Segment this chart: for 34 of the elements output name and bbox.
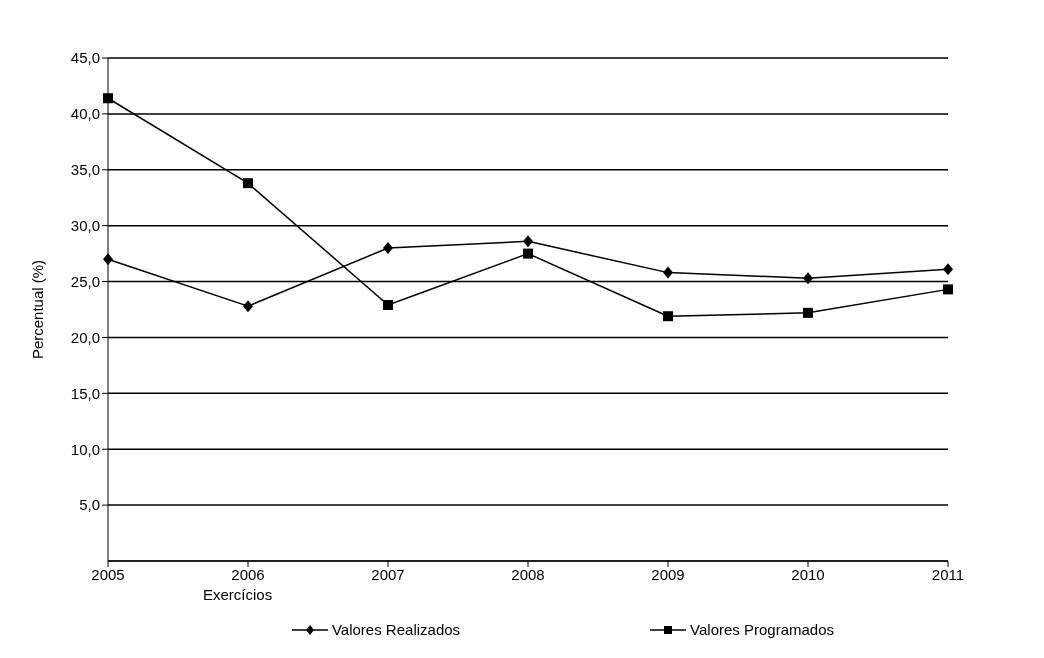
point (803, 307, 813, 318)
x-tick-label: 2007 (371, 565, 405, 583)
x-tick-label: 2009 (651, 565, 685, 583)
y-tick-label: 5,0 (79, 496, 100, 514)
legend-label: Valores Programados (690, 621, 835, 638)
point (943, 284, 953, 295)
x-tick-label: 2008 (511, 565, 545, 583)
point (103, 253, 113, 266)
x-axis-title: Exercícios (203, 586, 273, 603)
y-tick-label: 40,0 (70, 105, 100, 123)
point (663, 311, 673, 322)
y-tick-label: 35,0 (70, 161, 100, 179)
point (383, 242, 393, 255)
x-tick-label: 2006 (231, 565, 265, 583)
y-tick-label: 10,0 (70, 440, 100, 458)
point (383, 300, 393, 311)
y-tick-label: 25,0 (70, 272, 100, 290)
y-axis-title: Percentual (%) (29, 259, 47, 360)
point (943, 263, 953, 276)
x-tick-label: 2010 (791, 565, 825, 583)
x-tick-label: 2005 (91, 565, 125, 583)
point (523, 248, 533, 259)
point (243, 178, 253, 189)
point (523, 235, 533, 248)
point (103, 93, 113, 104)
y-tick-label: 20,0 (70, 328, 100, 346)
y-tick-label: 30,0 (70, 216, 100, 234)
legend-label: Valores Realizados (331, 621, 461, 638)
point (803, 272, 813, 285)
y-tick-label: 15,0 (70, 384, 100, 402)
point (663, 266, 673, 279)
y-tick-label: 45,0 (70, 49, 100, 67)
x-tick-label: 2011 (931, 565, 965, 583)
point (243, 300, 253, 313)
